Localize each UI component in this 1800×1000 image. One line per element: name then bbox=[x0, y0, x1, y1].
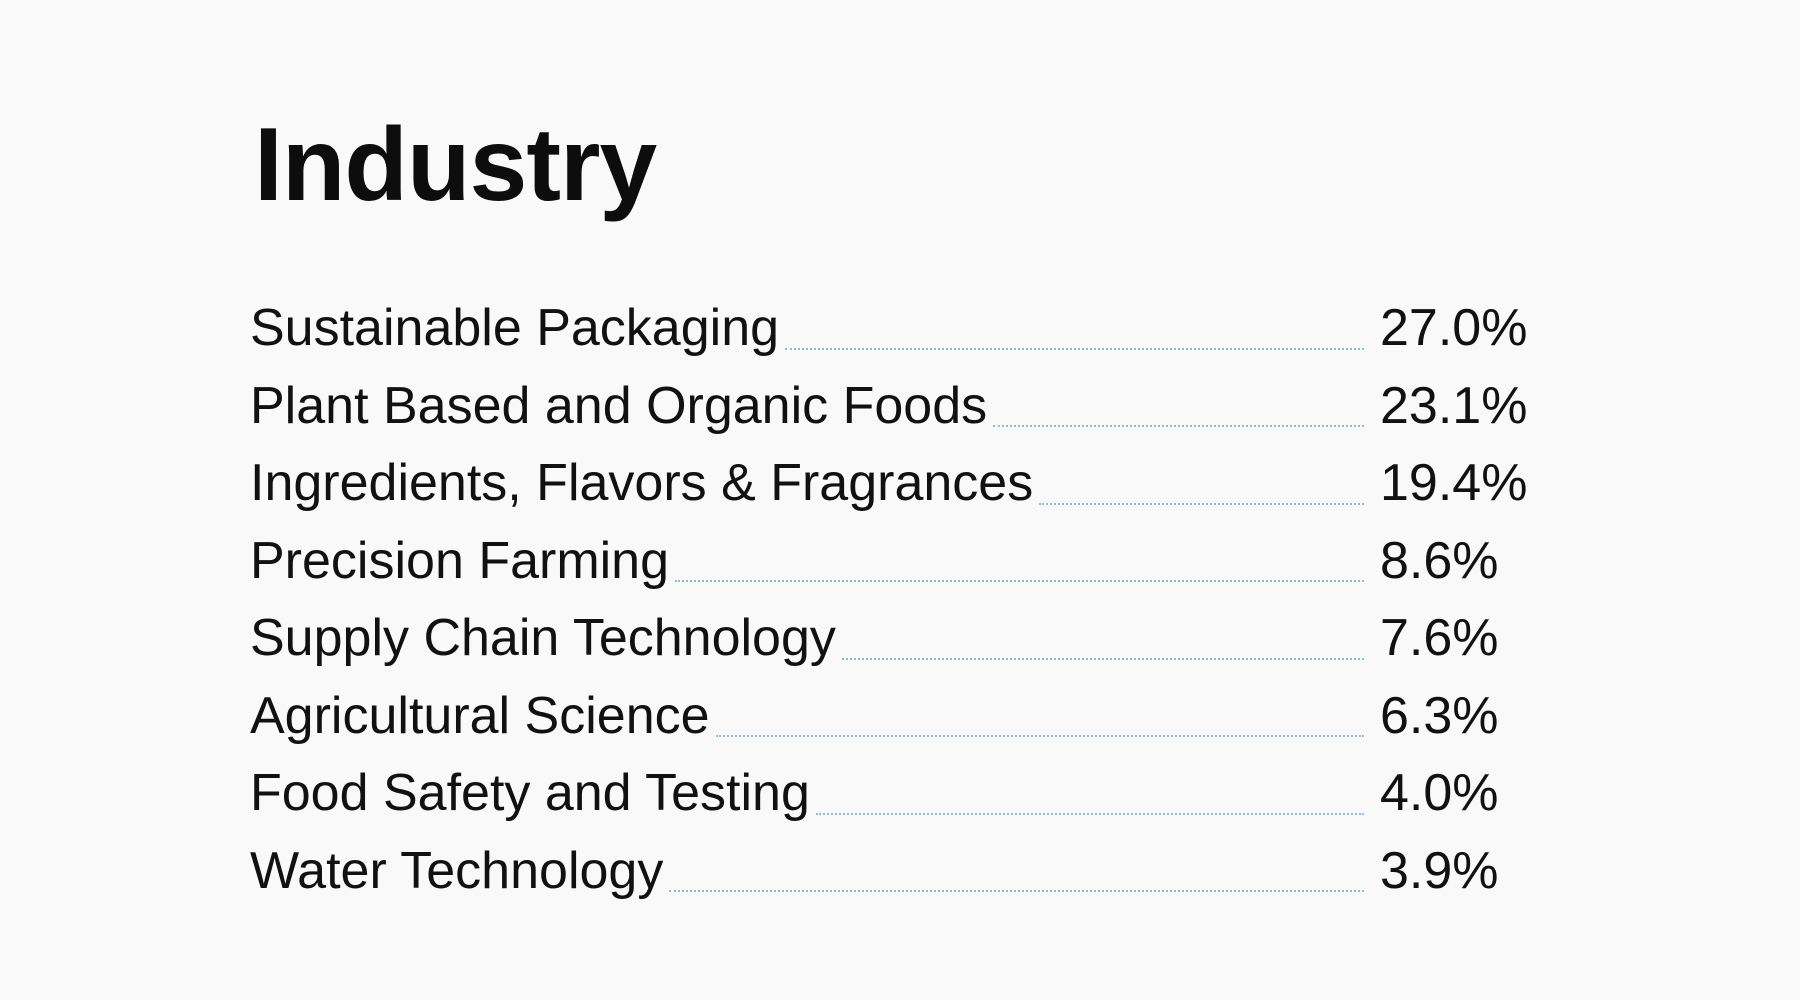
dotted-leader bbox=[669, 890, 1364, 892]
dotted-leader bbox=[785, 347, 1364, 350]
industry-label: Food Safety and Testing bbox=[250, 764, 810, 823]
industry-label: Plant Based and Organic Foods bbox=[250, 376, 988, 435]
industry-label: Water Technology bbox=[250, 841, 664, 900]
dotted-leader bbox=[715, 735, 1364, 737]
industry-percentage: 27.0% bbox=[1380, 299, 1528, 358]
industry-label: Precision Farming bbox=[250, 531, 670, 590]
industry-label: Ingredients, Flavors & Fragrances bbox=[250, 454, 1034, 513]
industry-label: Supply Chain Technology bbox=[250, 609, 836, 668]
dotted-leader bbox=[815, 812, 1364, 815]
dotted-leader bbox=[993, 425, 1364, 427]
industry-row-sustainable-packaging: Sustainable Packaging 27.0% bbox=[250, 280, 1530, 358]
industry-row-water-technology: Water Technology 3.9% bbox=[250, 823, 1530, 901]
industry-row-ingredients-flavors-fragrances: Ingredients, Flavors & Fragrances 19.4% bbox=[250, 435, 1530, 513]
industry-percentage: 8.6% bbox=[1380, 531, 1499, 590]
industry-label: Sustainable Packaging bbox=[250, 299, 780, 358]
industry-row-precision-farming: Precision Farming 8.6% bbox=[250, 513, 1530, 591]
industry-row-plant-based-organic-foods: Plant Based and Organic Foods 23.1% bbox=[250, 358, 1530, 436]
industry-percentage: 3.9% bbox=[1380, 841, 1499, 900]
industry-label: Agricultural Science bbox=[250, 686, 710, 745]
industry-percentage: 6.3% bbox=[1380, 686, 1499, 745]
dotted-leader bbox=[1039, 502, 1364, 505]
industry-row-food-safety-testing: Food Safety and Testing 4.0% bbox=[250, 745, 1530, 823]
industry-percentage: 23.1% bbox=[1380, 376, 1528, 435]
industry-row-agricultural-science: Agricultural Science 6.3% bbox=[250, 668, 1530, 746]
industry-percentage: 7.6% bbox=[1380, 609, 1499, 668]
industry-row-supply-chain-technology: Supply Chain Technology 7.6% bbox=[250, 590, 1530, 668]
industry-percentage: 19.4% bbox=[1380, 454, 1528, 513]
page-title: Industry bbox=[254, 107, 657, 223]
industry-list: Sustainable Packaging 27.0% Plant Based … bbox=[250, 280, 1530, 900]
dotted-leader bbox=[675, 580, 1364, 582]
dotted-leader bbox=[841, 657, 1364, 660]
industry-percentage: 4.0% bbox=[1380, 764, 1499, 823]
